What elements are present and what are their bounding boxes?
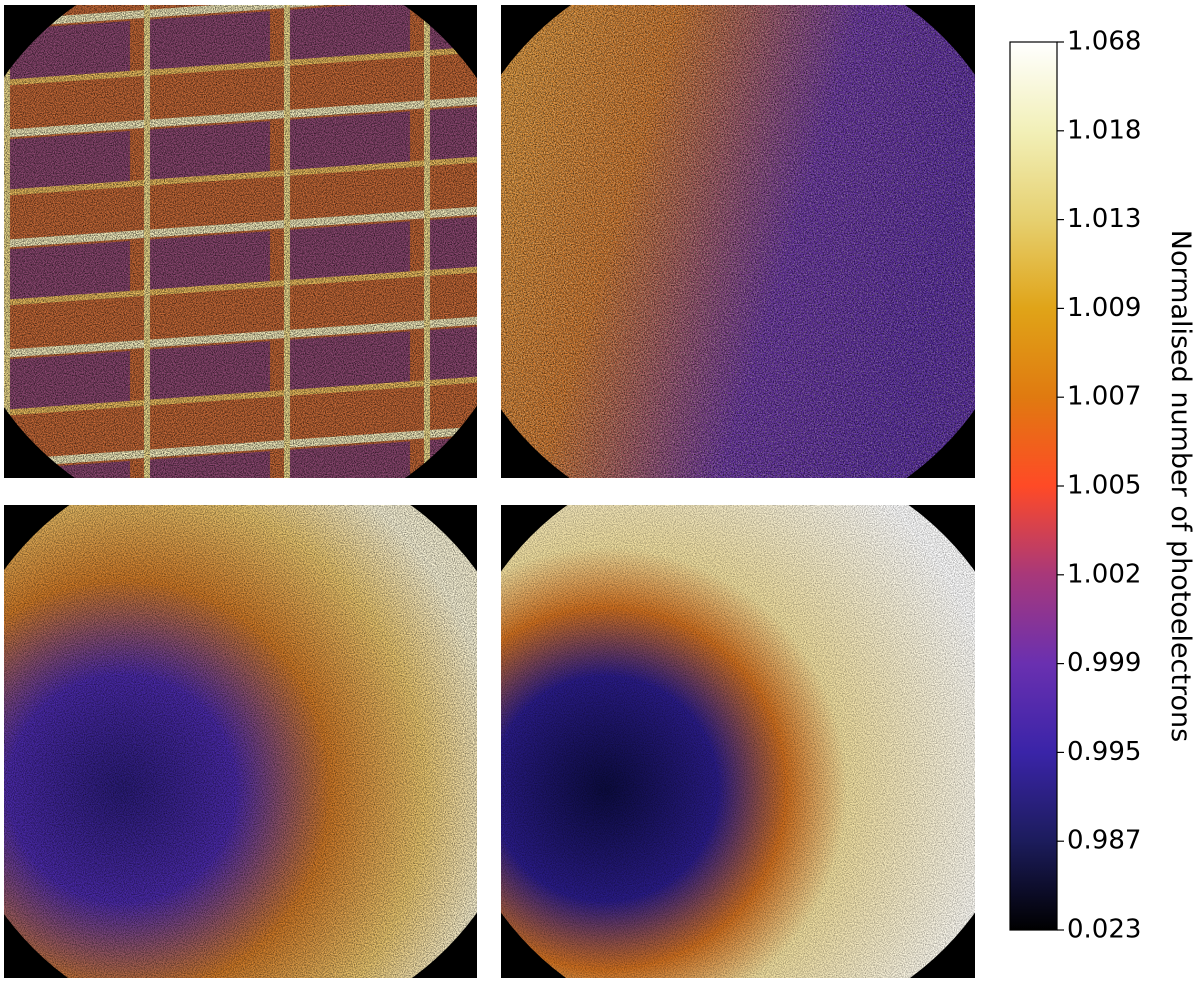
colorbar-tick-label: 1.009 (1067, 293, 1141, 323)
panel-grain (501, 505, 975, 978)
colorbar-tick-label: 1.013 (1067, 204, 1141, 234)
colorbar-tick-label: 0.023 (1067, 915, 1141, 945)
panel-grain (4, 5, 477, 478)
colorbar-tick-label: 1.068 (1067, 27, 1141, 57)
panel-grain (4, 505, 477, 978)
colorbar: 0.023 0.987 0.995 0.999 1.002 1.005 1.007 1.009… (1009, 27, 1141, 945)
panel-image (501, 505, 975, 978)
colorbar-label: Normalised number of photoelectrons (1165, 230, 1196, 742)
colorbar-tick-label: 1.007 (1067, 382, 1141, 412)
panel-grain (501, 5, 975, 478)
colorbar-gradient (1009, 41, 1058, 931)
colorbar-tick-label: 0.999 (1067, 648, 1141, 678)
colorbar-tick-label: 1.018 (1067, 115, 1141, 145)
panel-image (4, 505, 477, 978)
colorbar-tick-label: 0.987 (1067, 826, 1141, 856)
colorbar-tick-label: 1.002 (1067, 559, 1141, 589)
panel-image (4, 5, 477, 478)
panel-image (501, 5, 975, 478)
colorbar-tick-label: 1.005 (1067, 471, 1141, 501)
colorbar-tick-label: 0.995 (1067, 737, 1141, 767)
